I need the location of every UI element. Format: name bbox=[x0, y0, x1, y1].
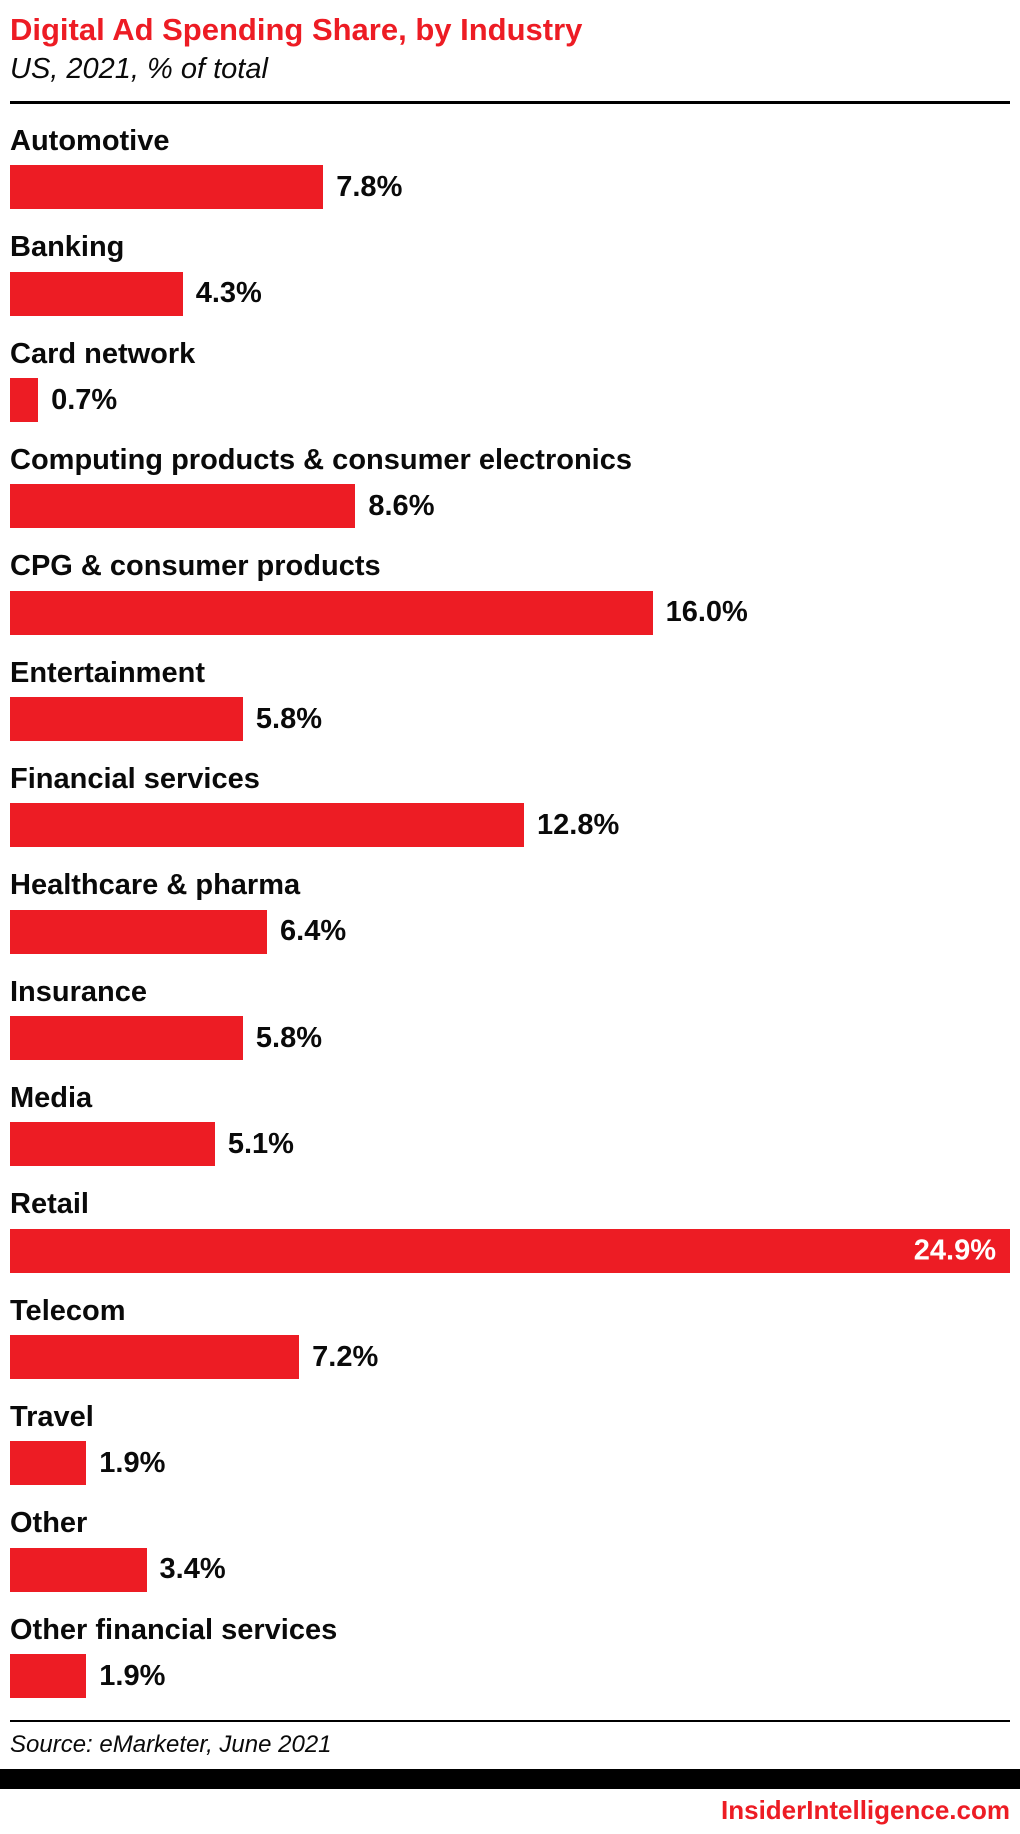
bar bbox=[10, 909, 268, 954]
bar-track: 7.8% bbox=[10, 165, 1010, 210]
chart-footer: Source: eMarketer, June 2021 InsiderInte… bbox=[0, 1720, 1020, 1834]
bar-value: 7.8% bbox=[336, 170, 403, 203]
bar-label: Other financial services bbox=[10, 1613, 338, 1646]
bar-value: 5.8% bbox=[255, 1021, 323, 1054]
bar-row: Other financial services 1.9% bbox=[10, 1613, 1010, 1699]
bar bbox=[10, 1016, 243, 1061]
bar-value: 5.8% bbox=[255, 702, 323, 735]
bar-label: Telecom bbox=[10, 1294, 126, 1327]
bar-label: Other bbox=[10, 1507, 88, 1540]
bar-label: Insurance bbox=[10, 975, 147, 1008]
bar-chart: Automotive 7.8% Banking 4.3% Card networ… bbox=[10, 125, 1010, 1720]
bar-row: Computing products & consumer electronic… bbox=[10, 444, 1010, 529]
bar-label: Travel bbox=[10, 1401, 94, 1434]
bar bbox=[10, 484, 356, 529]
bar bbox=[10, 697, 243, 742]
bar-track: 8.6% bbox=[10, 484, 1010, 529]
bar bbox=[10, 803, 525, 848]
footer-divider bbox=[10, 1720, 1010, 1723]
bar bbox=[10, 1335, 300, 1380]
chart-header: Digital Ad Spending Share, by Industry U… bbox=[10, 12, 1010, 86]
bar-label: Automotive bbox=[10, 124, 170, 157]
chart-subtitle: US, 2021, % of total bbox=[10, 52, 268, 85]
bar bbox=[10, 590, 653, 635]
bar bbox=[10, 1122, 215, 1167]
bar-track: 0.7% bbox=[10, 378, 1010, 423]
bar-label: Banking bbox=[10, 231, 125, 264]
bar-row: Financial services 12.8% bbox=[10, 763, 1010, 848]
bar-track: 1.9% bbox=[10, 1441, 1010, 1486]
bar bbox=[10, 1441, 87, 1486]
bar-value: 5.1% bbox=[227, 1127, 294, 1160]
bar-row: Automotive 7.8% bbox=[10, 124, 1010, 210]
bar-row: Media 5.1% bbox=[10, 1082, 1010, 1167]
bar-row: Entertainment 5.8% bbox=[10, 656, 1010, 742]
bar-value: 24.9% bbox=[913, 1234, 996, 1267]
bar-label: Retail bbox=[10, 1188, 89, 1221]
bar-value: 6.4% bbox=[280, 915, 347, 948]
bar bbox=[10, 378, 39, 423]
bar-row: Card network 0.7% bbox=[10, 337, 1010, 423]
bar-track: 4.3% bbox=[10, 271, 1010, 316]
bar-row: Travel 1.9% bbox=[10, 1401, 1010, 1486]
bar-row: Other 3.4% bbox=[10, 1507, 1010, 1592]
bar-track: 1.9% bbox=[10, 1654, 1010, 1699]
bar-label: Computing products & consumer electronic… bbox=[10, 444, 632, 477]
chart-title: Digital Ad Spending Share, by Industry bbox=[10, 12, 583, 47]
bar-track: 7.2% bbox=[10, 1335, 1010, 1380]
bar-value: 16.0% bbox=[665, 596, 748, 629]
bar-value: 1.9% bbox=[99, 1659, 166, 1692]
bar-track: 6.4% bbox=[10, 909, 1010, 954]
bar-label: Healthcare & pharma bbox=[10, 869, 301, 902]
brand-link[interactable]: InsiderIntelligence.com bbox=[721, 1795, 1010, 1826]
bar bbox=[10, 1654, 87, 1699]
bar-track: 3.4% bbox=[10, 1547, 1010, 1592]
bar-value: 0.7% bbox=[51, 383, 118, 416]
bar-row: Retail 24.9% bbox=[10, 1188, 1010, 1273]
bar-row: Banking 4.3% bbox=[10, 231, 1010, 316]
bar-value: 12.8% bbox=[537, 808, 620, 841]
bar-row: CPG & consumer products 16.0% bbox=[10, 550, 1010, 635]
bar-row: Healthcare & pharma 6.4% bbox=[10, 869, 1010, 954]
bar-value: 4.3% bbox=[195, 277, 262, 310]
bar bbox=[10, 165, 324, 210]
bar-label: Entertainment bbox=[10, 656, 205, 689]
bar-label: Card network bbox=[10, 337, 196, 370]
header-divider bbox=[10, 100, 1010, 104]
bar-value: 1.9% bbox=[99, 1446, 166, 1479]
bar-track: 5.1% bbox=[10, 1122, 1010, 1167]
bar bbox=[10, 1547, 147, 1592]
bar bbox=[10, 271, 183, 316]
bar-track: 16.0% bbox=[10, 590, 1010, 635]
bar-value: 3.4% bbox=[159, 1553, 226, 1586]
bar-value: 8.6% bbox=[368, 489, 435, 522]
bar-track: 5.8% bbox=[10, 697, 1010, 742]
source-note: Source: eMarketer, June 2021 bbox=[10, 1731, 332, 1759]
bar-row: Insurance 5.8% bbox=[10, 975, 1010, 1061]
bar-track: 12.8% bbox=[10, 803, 1010, 848]
bar-value: 7.2% bbox=[312, 1340, 379, 1373]
bar-label: Media bbox=[10, 1082, 93, 1115]
bar-label: Financial services bbox=[10, 763, 260, 796]
bar-track: 24.9% bbox=[10, 1228, 1010, 1273]
bar: 24.9% bbox=[10, 1228, 1010, 1273]
bar-row: Telecom 7.2% bbox=[10, 1294, 1010, 1380]
bar-track: 5.8% bbox=[10, 1016, 1010, 1061]
footer-band bbox=[0, 1769, 1020, 1790]
bar-label: CPG & consumer products bbox=[10, 550, 381, 583]
